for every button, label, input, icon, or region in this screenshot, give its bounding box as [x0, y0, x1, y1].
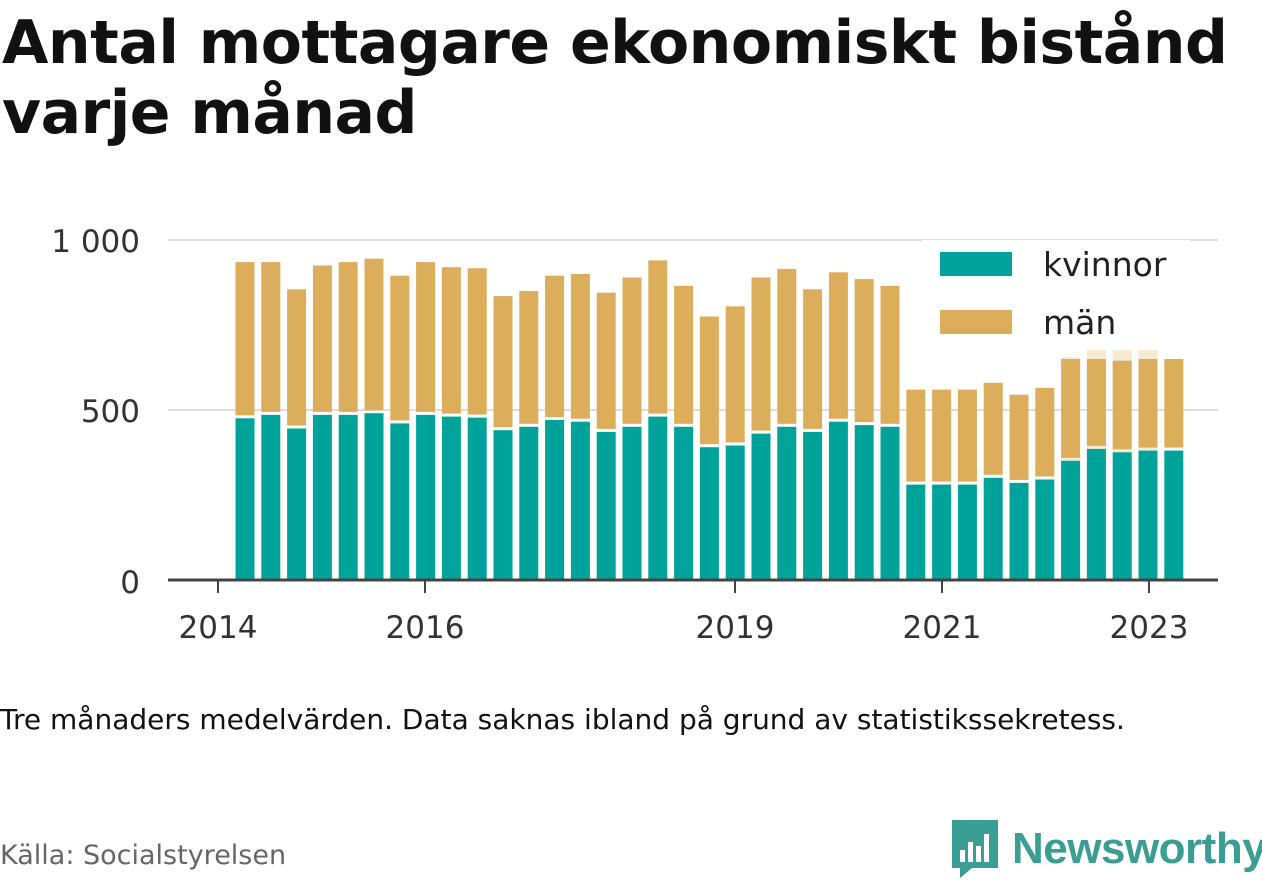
bar-man — [777, 268, 797, 424]
brand-logo: Newsworthy — [950, 818, 1262, 880]
chart: 0 500 1 000 2014 2016 2019 2021 2023 kvi… — [51, 224, 1218, 646]
bar-kvinnor — [312, 414, 332, 580]
y-tick-label: 1 000 — [51, 224, 140, 260]
legend-swatch-man — [940, 310, 1012, 334]
bar-kvinnor — [957, 484, 977, 580]
bar-kvinnor — [648, 416, 668, 580]
bar-kvinnor — [932, 484, 952, 580]
bar-kvinnor — [1086, 448, 1106, 580]
bar-kvinnor — [699, 447, 719, 580]
bars — [235, 258, 1184, 580]
bar-man — [957, 389, 977, 482]
bar-kvinnor — [828, 421, 848, 580]
bar-kvinnor — [416, 414, 436, 580]
bar-kvinnor — [467, 417, 487, 580]
bar-man — [1164, 359, 1184, 448]
bar-kvinnor — [519, 426, 539, 580]
y-tick-label: 0 — [120, 565, 140, 601]
legend-label-kvinnor: kvinnor — [1043, 245, 1167, 284]
bar-man — [725, 306, 745, 443]
bar-man — [803, 289, 823, 429]
chart-title: Antal mottagare ekonomiskt bistånd varje… — [2, 8, 1228, 148]
bar-kvinnor — [725, 445, 745, 580]
bar-kvinnor — [390, 423, 410, 580]
bar-man — [1035, 387, 1055, 477]
bar-man — [390, 275, 410, 421]
bar-kvinnor — [751, 433, 771, 580]
brand-name: Newsworthy — [1012, 824, 1262, 873]
bar-kvinnor — [1138, 450, 1158, 580]
bar-kvinnor — [545, 420, 565, 580]
y-tick-label: 500 — [81, 394, 140, 430]
chart-note: Tre månaders medelvärden. Data saknas ib… — [0, 703, 1125, 736]
x-tick-label: 2019 — [696, 610, 775, 646]
bar-kvinnor — [622, 426, 642, 580]
bar-man — [312, 265, 332, 412]
bar-man — [364, 258, 384, 411]
bar-man — [416, 262, 436, 412]
bar-man — [906, 389, 926, 482]
bar-man — [932, 389, 952, 482]
bar-kvinnor — [854, 425, 874, 580]
bar-kvinnor — [1061, 460, 1081, 580]
bar-kvinnor — [983, 477, 1003, 580]
bar-kvinnor — [1164, 450, 1184, 580]
legend-swatch-kvinnor — [940, 252, 1012, 276]
bar-man — [1112, 360, 1132, 450]
bar-man — [828, 272, 848, 419]
bar-kvinnor — [261, 414, 281, 580]
bar-kvinnor — [777, 426, 797, 580]
bar-kvinnor — [287, 428, 307, 580]
bar-man — [674, 285, 694, 424]
bar-man — [751, 277, 771, 431]
bar-kvinnor — [880, 426, 900, 580]
bar-man — [1061, 359, 1081, 458]
bar-kvinnor — [441, 416, 461, 580]
bar-man — [1009, 394, 1029, 480]
bar-man — [235, 262, 255, 416]
bar-kvinnor — [1009, 482, 1029, 580]
legend-label-man: män — [1043, 303, 1116, 342]
bar-kvinnor — [1035, 479, 1055, 580]
bar-man — [493, 296, 513, 428]
bar-man — [880, 285, 900, 424]
bar-kvinnor — [596, 431, 616, 580]
bar-man — [287, 289, 307, 426]
bar-kvinnor — [674, 426, 694, 580]
bar-man — [338, 262, 358, 412]
bar-man — [261, 262, 281, 412]
bar-kvinnor — [570, 421, 590, 580]
bar-man — [622, 277, 642, 424]
bar-kvinnor — [235, 418, 255, 580]
bar-man — [1086, 359, 1106, 446]
bar-man — [854, 279, 874, 423]
x-tick-label: 2021 — [903, 610, 982, 646]
bar-kvinnor — [906, 484, 926, 580]
bar-man — [983, 382, 1003, 475]
x-tick-label: 2014 — [179, 610, 258, 646]
bar-man — [1138, 359, 1158, 448]
bar-man — [570, 274, 590, 419]
bar-man — [441, 267, 461, 414]
source-text: Källa: Socialstyrelsen — [0, 840, 287, 871]
newsworthy-logo-icon — [952, 820, 998, 878]
y-axis-labels: 0 500 1 000 — [51, 224, 140, 601]
bar-man — [596, 292, 616, 429]
bar-kvinnor — [803, 431, 823, 580]
bar-kvinnor — [338, 414, 358, 580]
bar-man — [467, 268, 487, 415]
bar-man — [699, 316, 719, 445]
bar-kvinnor — [493, 430, 513, 580]
bar-man — [545, 275, 565, 417]
bar-kvinnor — [1112, 452, 1132, 580]
bar-man — [519, 291, 539, 424]
bar-man — [648, 260, 668, 414]
x-tick-label: 2023 — [1110, 610, 1189, 646]
x-axis-labels: 2014 2016 2019 2021 2023 — [179, 580, 1189, 646]
legend: kvinnor män — [922, 240, 1190, 350]
bar-kvinnor — [364, 413, 384, 580]
x-tick-label: 2016 — [386, 610, 465, 646]
